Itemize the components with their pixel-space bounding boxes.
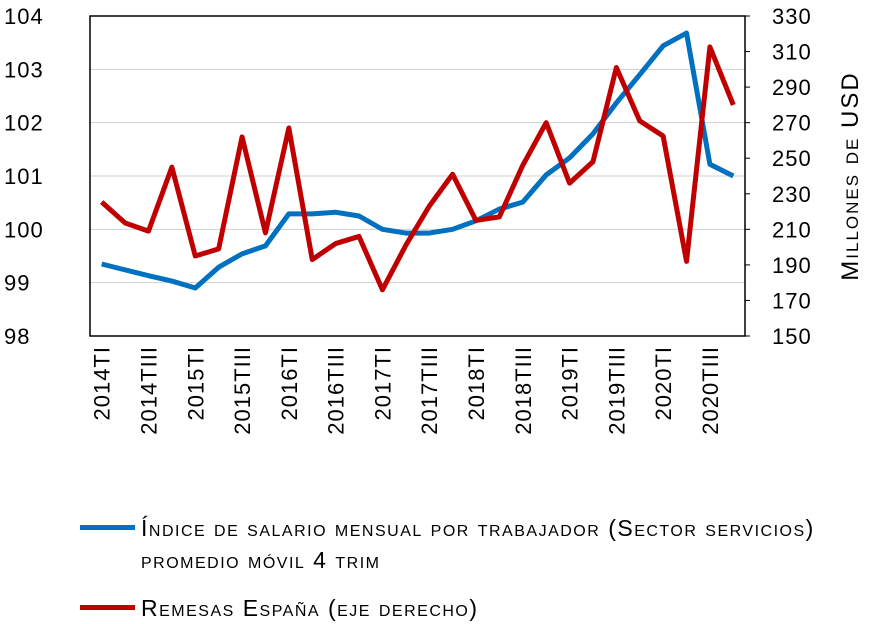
x-tick-label: 2017TI (370, 346, 395, 421)
y2-tick-label: 170 (772, 288, 812, 313)
x-tick-label: 2014TI (90, 346, 115, 421)
y2-tick-label: 250 (772, 146, 812, 171)
x-tick-label: 2017TIII (417, 346, 442, 435)
x-tick-label: 2019TI (558, 346, 583, 421)
legend-entry: Remesas España (eje derecho) (80, 592, 840, 624)
y-tick-label: 98 (4, 324, 30, 349)
x-tick-label: 2014TIII (136, 346, 161, 435)
legend-label: Índice de salario mensual por trabajador… (141, 515, 815, 573)
series-line (101, 30, 735, 291)
y-tick-label: 99 (4, 271, 30, 296)
legend-entry: Índice de salario mensual por trabajador… (80, 512, 840, 576)
x-tick-label: 2016TIII (324, 346, 349, 435)
y2-tick-label: 230 (772, 182, 812, 207)
x-tick-label: 2015TI (183, 346, 208, 421)
y2-tick-label: 190 (772, 253, 812, 278)
x-tick-label: 2018TIII (511, 346, 536, 435)
legend-key (80, 525, 135, 530)
x-tick-label: 2016TI (277, 346, 302, 421)
x-tick-label: 2018TI (464, 346, 489, 421)
x-tick-label: 2020TIII (698, 346, 723, 435)
plot-frame (89, 15, 746, 337)
x-tick-label: 2019TIII (604, 346, 629, 435)
y-tick-label: 101 (4, 164, 44, 189)
x-tick-label: 2020TI (651, 346, 676, 421)
y-tick-label: 102 (4, 111, 44, 136)
y2-tick-label: 310 (772, 40, 812, 65)
y2-tick-label: 270 (772, 111, 812, 136)
legend-label: Remesas España (eje derecho) (141, 595, 479, 621)
y2-tick-label: 210 (772, 217, 812, 242)
y-tick-label: 103 (4, 57, 44, 82)
x-tick-label: 2015TIII (230, 346, 255, 435)
y2-tick-label: 150 (772, 324, 812, 349)
y2-axis-label: Millones de USD (837, 71, 864, 280)
y-tick-label: 104 (4, 4, 44, 29)
y2-tick-label: 290 (772, 75, 812, 100)
series-line (100, 44, 736, 293)
legend-key (80, 605, 135, 610)
y2-tick-label: 330 (772, 4, 812, 29)
y-tick-label: 100 (4, 217, 44, 242)
